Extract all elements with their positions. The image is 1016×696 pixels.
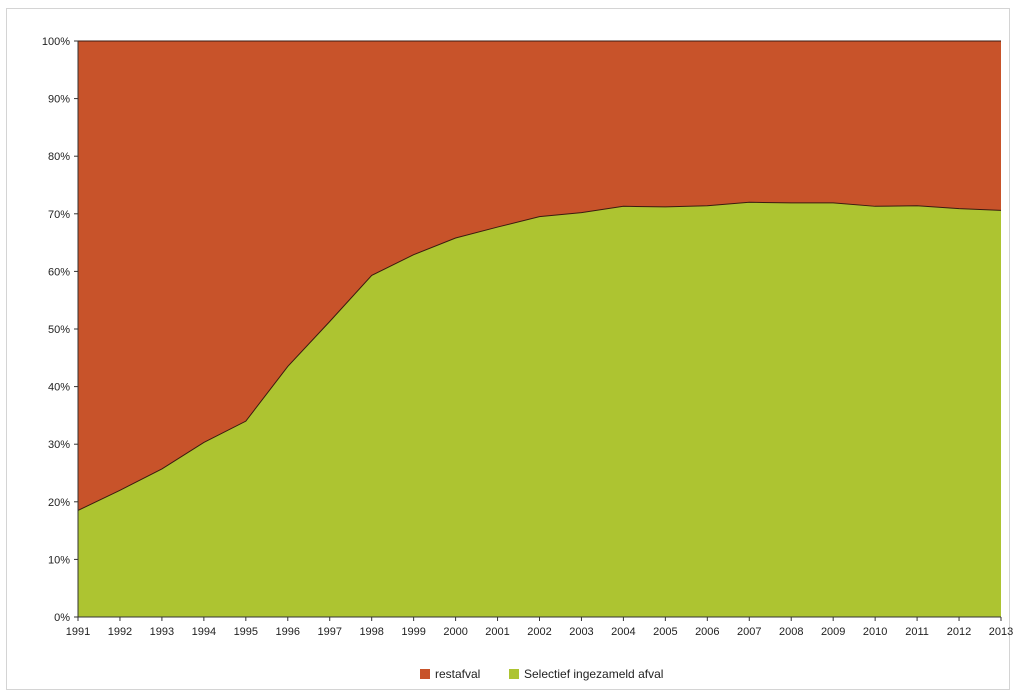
x-tick-label: 2002 xyxy=(527,626,551,638)
x-axis: 1991 1992 1993 1994 1995 1996 1997 1998 1999 2000… xyxy=(66,616,1013,638)
y-tick-label: 70% xyxy=(48,209,70,221)
x-tick-label: 2000 xyxy=(443,626,467,638)
y-tick-label: 100% xyxy=(42,36,70,48)
x-tick-label: 2008 xyxy=(779,626,803,638)
legend-label-selectief: Selectief ingezameld afval xyxy=(524,667,663,681)
y-tick-label: 40% xyxy=(48,382,70,394)
x-tick-label: 1998 xyxy=(359,626,383,638)
series-boundary-line xyxy=(77,201,1002,511)
x-tick-label: 1993 xyxy=(150,626,174,638)
x-tick-label: 1991 xyxy=(66,626,90,638)
y-tick-label: 0% xyxy=(54,612,70,624)
x-tick-label: 2005 xyxy=(653,626,677,638)
y-tick-label: 80% xyxy=(48,151,70,163)
x-tick-label: 2011 xyxy=(905,626,929,638)
y-tick-label: 20% xyxy=(48,497,70,509)
x-tick-label: 2009 xyxy=(821,626,845,638)
x-tick-label: 2013 xyxy=(989,626,1013,638)
x-tick-label: 2001 xyxy=(485,626,509,638)
legend-swatch-selectief xyxy=(509,669,519,679)
x-tick-label: 2004 xyxy=(611,626,635,638)
legend-label-restafval: restafval xyxy=(435,667,480,681)
legend: restafval Selectief ingezameld afval xyxy=(420,667,663,681)
x-tick-label: 1996 xyxy=(276,626,300,638)
y-tick-label: 60% xyxy=(48,266,70,278)
y-tick-label: 10% xyxy=(48,554,70,566)
x-tick-label: 2007 xyxy=(737,626,761,638)
x-tick-label: 1994 xyxy=(192,626,216,638)
y-tick-label: 50% xyxy=(48,324,70,336)
y-tick-label: 90% xyxy=(48,94,70,106)
x-tick-label: 1992 xyxy=(108,626,132,638)
x-tick-label: 2012 xyxy=(947,626,971,638)
x-tick-label: 1997 xyxy=(317,626,341,638)
y-tick-label: 30% xyxy=(48,439,70,451)
x-tick-label: 2010 xyxy=(863,626,887,638)
legend-swatch-restafval xyxy=(420,669,430,679)
y-axis: 0% 10% 20% 30% 40% 50% 60% 70% 80% 90% 100% xyxy=(42,36,79,624)
area-series-selectief xyxy=(78,202,1001,617)
area-series-restafval xyxy=(78,41,1001,511)
x-tick-label: 2006 xyxy=(695,626,719,638)
x-tick-label: 1999 xyxy=(401,626,425,638)
plot-area xyxy=(77,40,1002,617)
x-tick-label: 2003 xyxy=(569,626,593,638)
x-tick-label: 1995 xyxy=(234,626,258,638)
